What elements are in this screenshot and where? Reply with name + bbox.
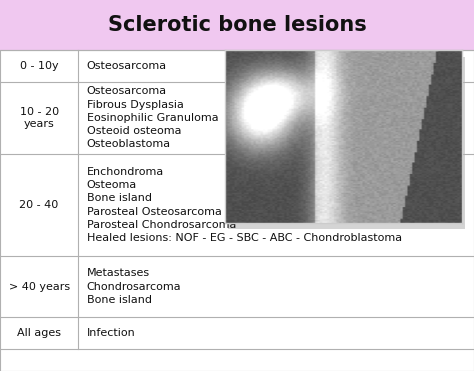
Bar	[0, 50, 474, 371]
Text: Osteosarcoma: Osteosarcoma	[87, 61, 167, 71]
Text: 10 - 20
years: 10 - 20 years	[19, 107, 59, 129]
Text: Osteosarcoma
Fibrous Dysplasia
Eosinophilic Granuloma
Osteoid osteoma
Osteoblast: Osteosarcoma Fibrous Dysplasia Eosinophi…	[87, 86, 219, 149]
Text: Enchondroma
Osteoma
Bone island
Parosteal Osteosarcoma
Parosteal Chondrosarcoma
: Enchondroma Osteoma Bone island Parostea…	[87, 167, 402, 243]
Text: Infection: Infection	[87, 328, 136, 338]
Text: 20 - 40: 20 - 40	[19, 200, 59, 210]
Text: All ages: All ages	[17, 328, 61, 338]
FancyBboxPatch shape	[228, 57, 465, 229]
Text: Sclerotic bone lesions: Sclerotic bone lesions	[108, 15, 366, 35]
Text: Metastases
Chondrosarcoma
Bone island: Metastases Chondrosarcoma Bone island	[87, 268, 182, 305]
Text: 0 - 10y: 0 - 10y	[20, 61, 58, 71]
Text: > 40 years: > 40 years	[9, 282, 70, 292]
Bar	[0, 0, 474, 50]
